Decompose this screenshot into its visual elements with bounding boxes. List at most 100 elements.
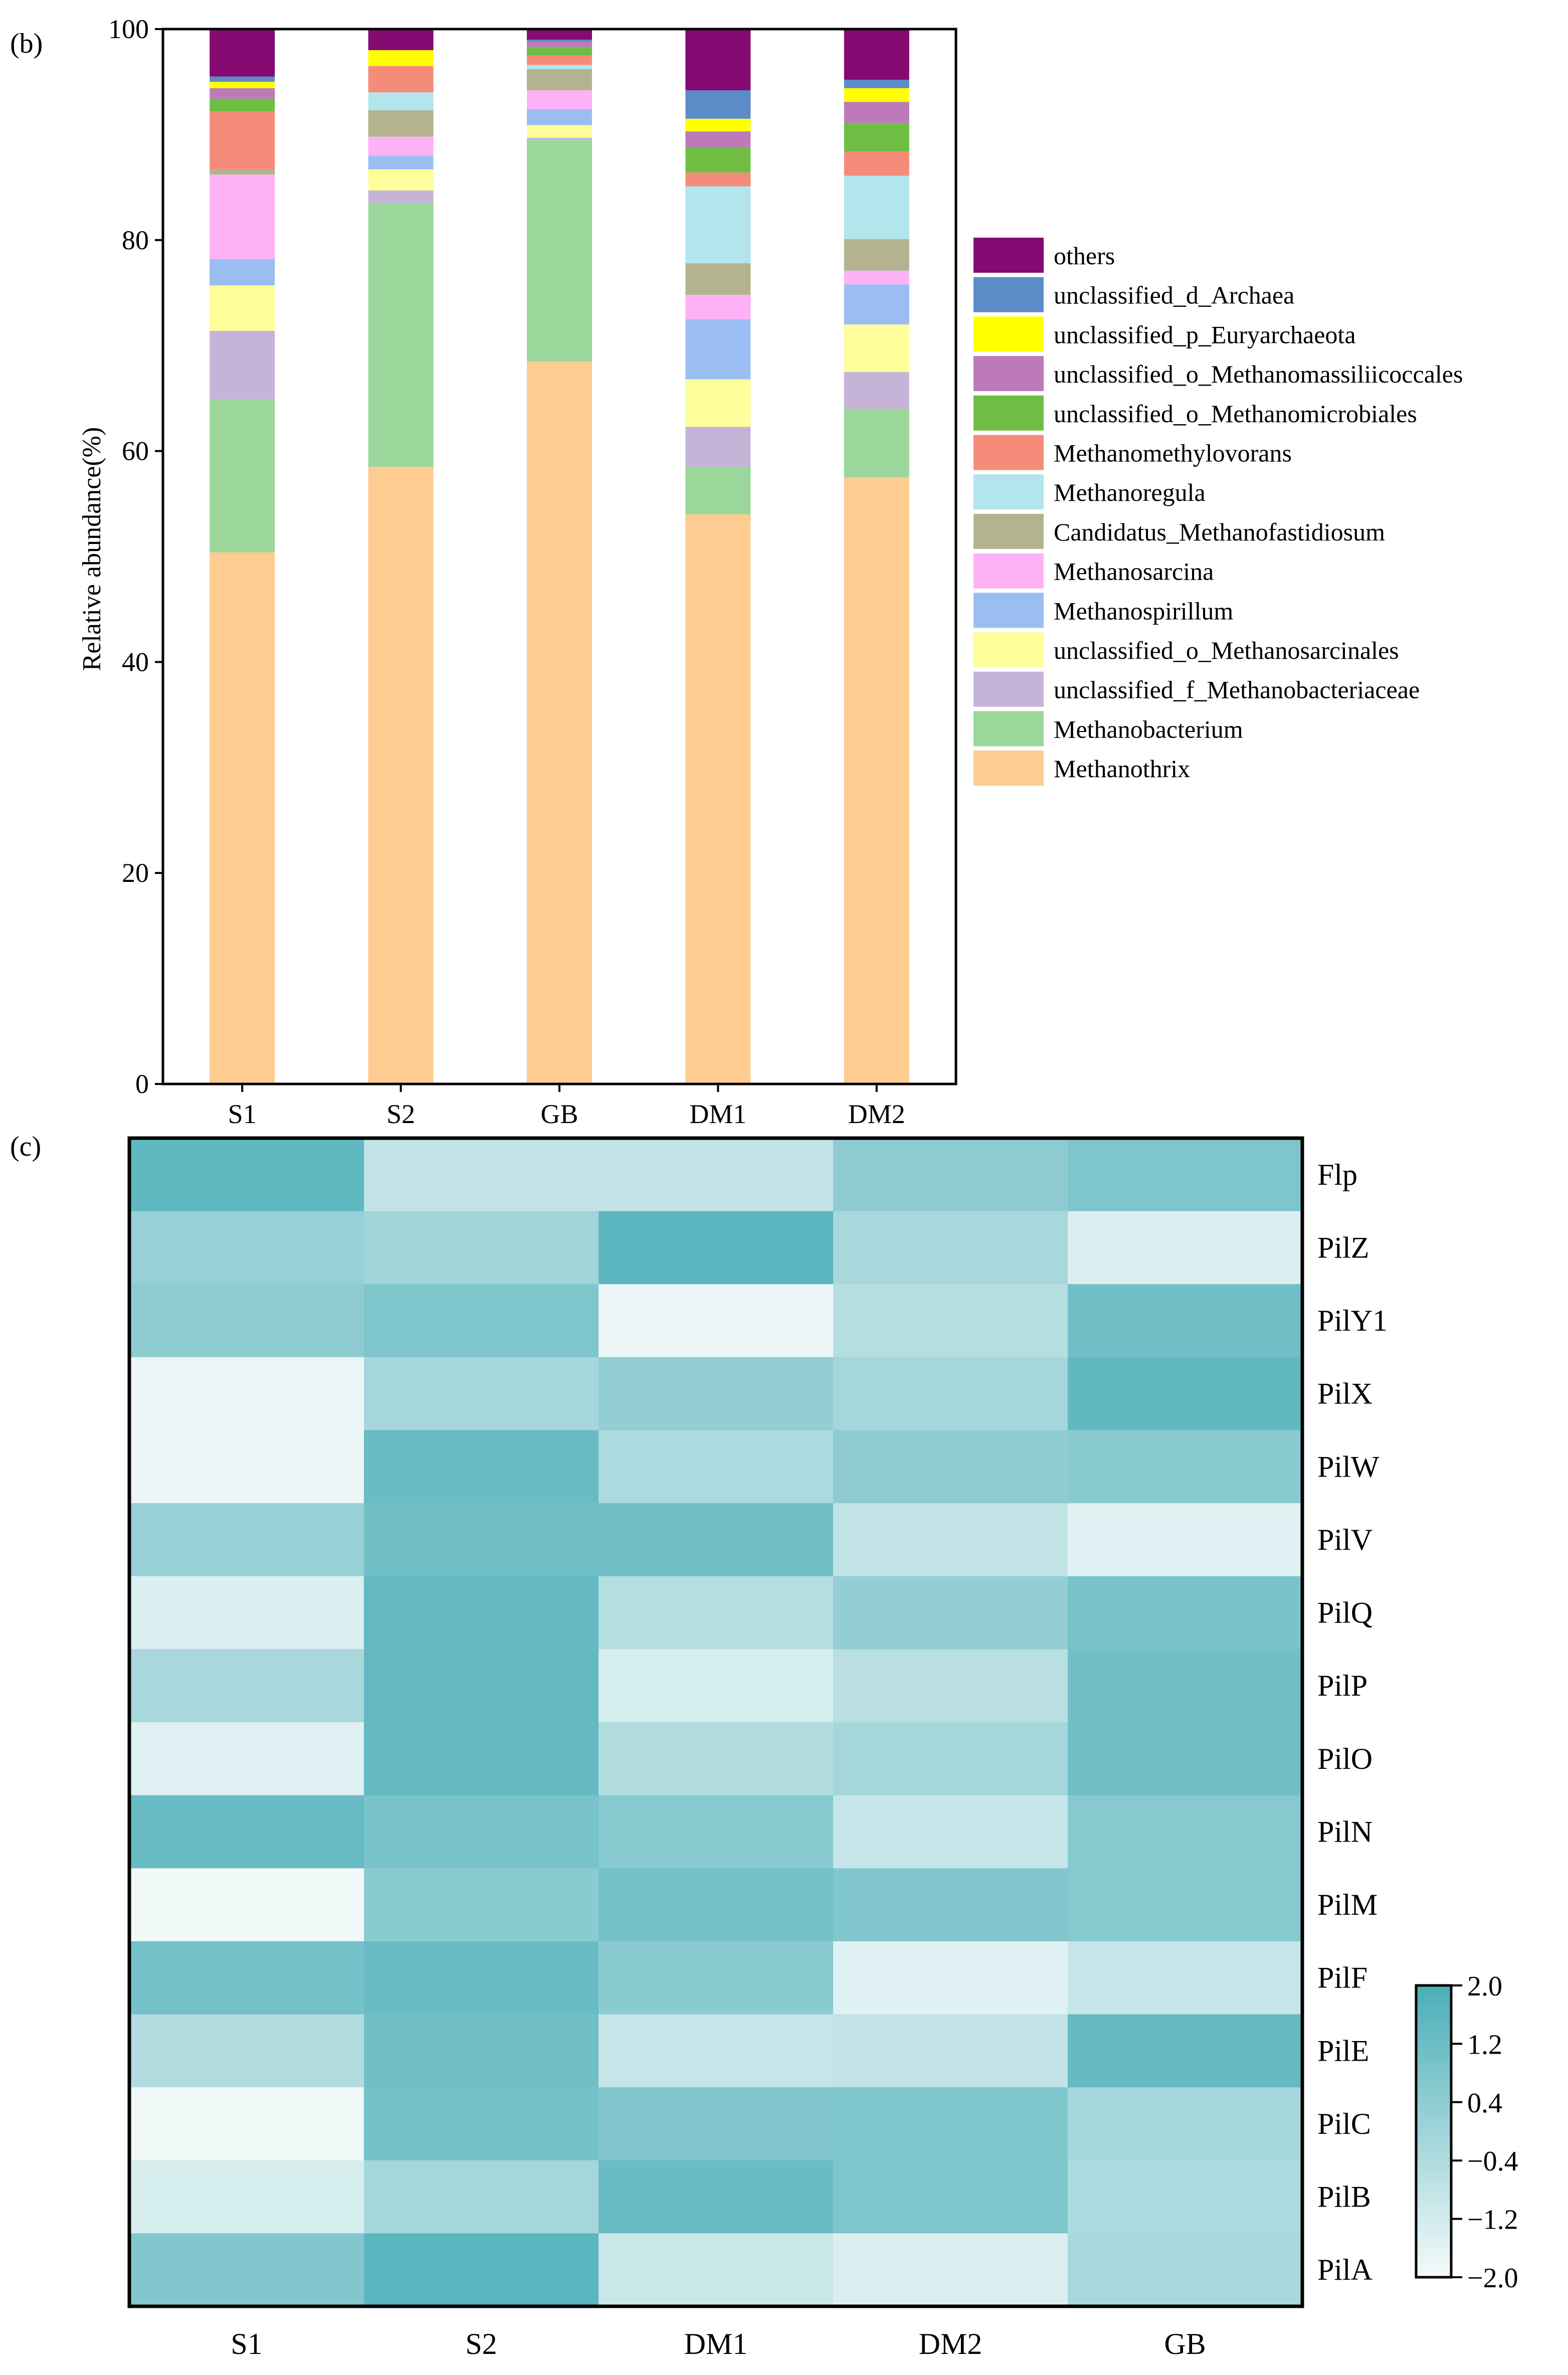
heatmap-cells — [129, 1138, 1303, 2307]
bar-segment-s2-unclassified-f-methanobacteriaceae — [368, 190, 434, 204]
bar-segment-s2-methanoregula — [368, 92, 434, 111]
legend-label-methanobacterium: Methanobacterium — [1054, 715, 1243, 743]
legend-label-unclassified-d-archaea: unclassified_d_Archaea — [1054, 281, 1294, 309]
panel-b-label: (b) — [10, 28, 43, 59]
bar-segment-dm1-methanoregula — [685, 186, 751, 264]
legend-label-methanothrix: Methanothrix — [1054, 755, 1190, 783]
bar-segment-s1-unclassified-p-euryarchaeota — [210, 82, 275, 88]
heat-cell-pilq-s1 — [129, 1576, 364, 1650]
heat-cell-flp-dm2 — [833, 1138, 1068, 1212]
heat-cell-pily1-s1 — [129, 1284, 364, 1358]
heat-cell-pile-dm1 — [599, 2014, 834, 2088]
bar-segment-s1-others — [210, 29, 275, 77]
y-tick-label-0: 0 — [135, 1069, 149, 1099]
legend-label-methanosarcina: Methanosarcina — [1054, 558, 1214, 586]
heat-cell-pila-dm2 — [833, 2233, 1068, 2307]
legend-swatch-methanobacterium — [973, 711, 1044, 747]
x-tick-label-gb: GB — [540, 1099, 578, 1129]
heat-cell-piln-dm2 — [833, 1795, 1068, 1869]
heat-cell-pilq-dm2 — [833, 1576, 1068, 1650]
colorbar-tick-label: 0.4 — [1467, 2088, 1502, 2119]
bar-segment-dm1-unclassified-d-archaea — [685, 90, 751, 119]
bar-segment-dm2-unclassified-o-methanosarcinales — [844, 324, 909, 372]
heat-cell-pila-dm1 — [599, 2233, 834, 2307]
bar-segment-dm1-methanosarcina — [685, 295, 751, 319]
heat-cell-flp-dm1 — [599, 1138, 834, 1212]
row-label-pila: PilA — [1317, 2253, 1373, 2286]
legend-swatch-methanomethylovorans — [973, 435, 1044, 470]
bar-segment-s2-methanospirillum — [368, 155, 434, 169]
bar-segment-s2-unclassified-o-methanosarcinales — [368, 169, 434, 191]
row-label-pile: PilE — [1317, 2034, 1369, 2067]
row-label-pily1: PilY1 — [1317, 1304, 1388, 1337]
legend-swatch-methanoregula — [973, 474, 1044, 510]
heat-cell-flp-gb — [1068, 1138, 1303, 1212]
heat-cell-pilc-dm2 — [833, 2087, 1068, 2161]
heat-cell-piln-s2 — [364, 1795, 599, 1869]
bar-segment-dm2-methanothrix — [844, 477, 909, 1084]
heat-cell-pilo-s1 — [129, 1722, 364, 1796]
row-label-pilq: PilQ — [1317, 1596, 1373, 1629]
bar-segment-s2-methanomethylovorans — [368, 66, 434, 93]
heat-cell-pile-s1 — [129, 2014, 364, 2088]
bar-segment-s1-unclassified-o-methanosarcinales — [210, 285, 275, 331]
bar-segment-s1-methanothrix — [210, 552, 275, 1084]
panel-b: (b) Relative abundance(%) 0 20 40 60 80 100 S… — [10, 14, 1463, 1129]
bar-segment-dm1-others — [685, 29, 751, 91]
heat-cell-pilb-s1 — [129, 2160, 364, 2234]
row-label-pilb: PilB — [1317, 2180, 1371, 2214]
bar-segment-gb-unclassified-d-archaea — [527, 40, 592, 42]
row-label-pilz: PilZ — [1317, 1231, 1369, 1264]
heat-cell-pilz-s1 — [129, 1211, 364, 1285]
row-label-pilm: PilM — [1317, 1888, 1378, 1921]
bar-segment-dm2-unclassified-o-methanomassiliicoccales — [844, 102, 909, 123]
heatmap-row-labels: Flp PilZ PilY1 PilX PilW PilV PilQ PilP PilO PilN… — [1317, 1158, 1388, 2286]
heat-cell-pily1-s2 — [364, 1284, 599, 1358]
bar-segment-dm1-methanobacterium — [685, 467, 751, 514]
legend-label-unclassified-o-methanosarcinales: unclassified_o_Methanosarcinales — [1054, 636, 1399, 664]
heat-cell-pilw-dm2 — [833, 1430, 1068, 1504]
heat-cell-pilo-dm2 — [833, 1722, 1068, 1796]
bar-segment-dm2-methanobacterium — [844, 409, 909, 478]
bar-segment-s1-methanospirillum — [210, 259, 275, 286]
x-tick-label-s1: S1 — [228, 1099, 257, 1129]
heat-cell-pile-dm2 — [833, 2014, 1068, 2088]
bar-segment-dm2-methanospirillum — [844, 284, 909, 325]
row-label-pilw: PilW — [1317, 1450, 1380, 1483]
heat-cell-pilz-dm2 — [833, 1211, 1068, 1285]
heat-cell-pilm-dm2 — [833, 1868, 1068, 1942]
heat-cell-pilz-dm1 — [599, 1211, 834, 1285]
bar-segment-s2-candidatus-methanofastidiosum — [368, 110, 434, 137]
heat-cell-pilm-gb — [1068, 1868, 1303, 1942]
row-label-flp: Flp — [1317, 1158, 1357, 1191]
panel-c: (c) Flp PilZ PilY1 PilX PilW PilV PilQ PilP PilO… — [10, 1131, 1518, 2360]
y-axis: 0 20 40 60 80 100 — [108, 14, 163, 1099]
heat-cell-pila-gb — [1068, 2233, 1303, 2307]
legend-swatch-others — [973, 238, 1044, 273]
row-label-pilf: PilF — [1317, 1961, 1367, 1994]
bar-segment-s2-methanothrix — [368, 467, 434, 1084]
bar-segment-gb-others — [527, 29, 592, 40]
x-axis: S1 S2 GB DM1 DM2 — [228, 1084, 905, 1129]
bar-segment-s2-unclassified-p-euryarchaeota — [368, 50, 434, 66]
x-tick-label-s2: S2 — [386, 1099, 415, 1129]
heat-cell-pilx-s2 — [364, 1357, 599, 1431]
heat-cell-pilc-s2 — [364, 2087, 599, 2161]
legend-swatch-candidatus-methanofastidiosum — [973, 513, 1044, 549]
legend-label-candidatus-methanofastidiosum: Candidatus_Methanofastidiosum — [1054, 518, 1385, 546]
heat-cell-pily1-gb — [1068, 1284, 1303, 1358]
bar-segment-s1-candidatus-methanofastidiosum — [210, 169, 275, 175]
heat-cell-pilp-s1 — [129, 1649, 364, 1723]
colorbar-tick-label: −1.2 — [1467, 2205, 1518, 2236]
heat-cell-pilw-dm1 — [599, 1430, 834, 1504]
bar-segment-gb-methanomethylovorans — [527, 55, 592, 65]
heat-cell-pily1-dm1 — [599, 1284, 834, 1358]
row-label-pilp: PilP — [1317, 1669, 1367, 1702]
legend: others unclassified_d_Archaea unclassified… — [973, 238, 1463, 786]
bar-segment-dm1-unclassified-o-methanomassiliicoccales — [685, 131, 751, 147]
heat-cell-pilo-gb — [1068, 1722, 1303, 1796]
bar-segment-gb-unclassified-o-methanomassiliicoccales — [527, 42, 592, 47]
heat-cell-pilp-gb — [1068, 1649, 1303, 1723]
bar-segment-gb-methanosarcina — [527, 90, 592, 109]
